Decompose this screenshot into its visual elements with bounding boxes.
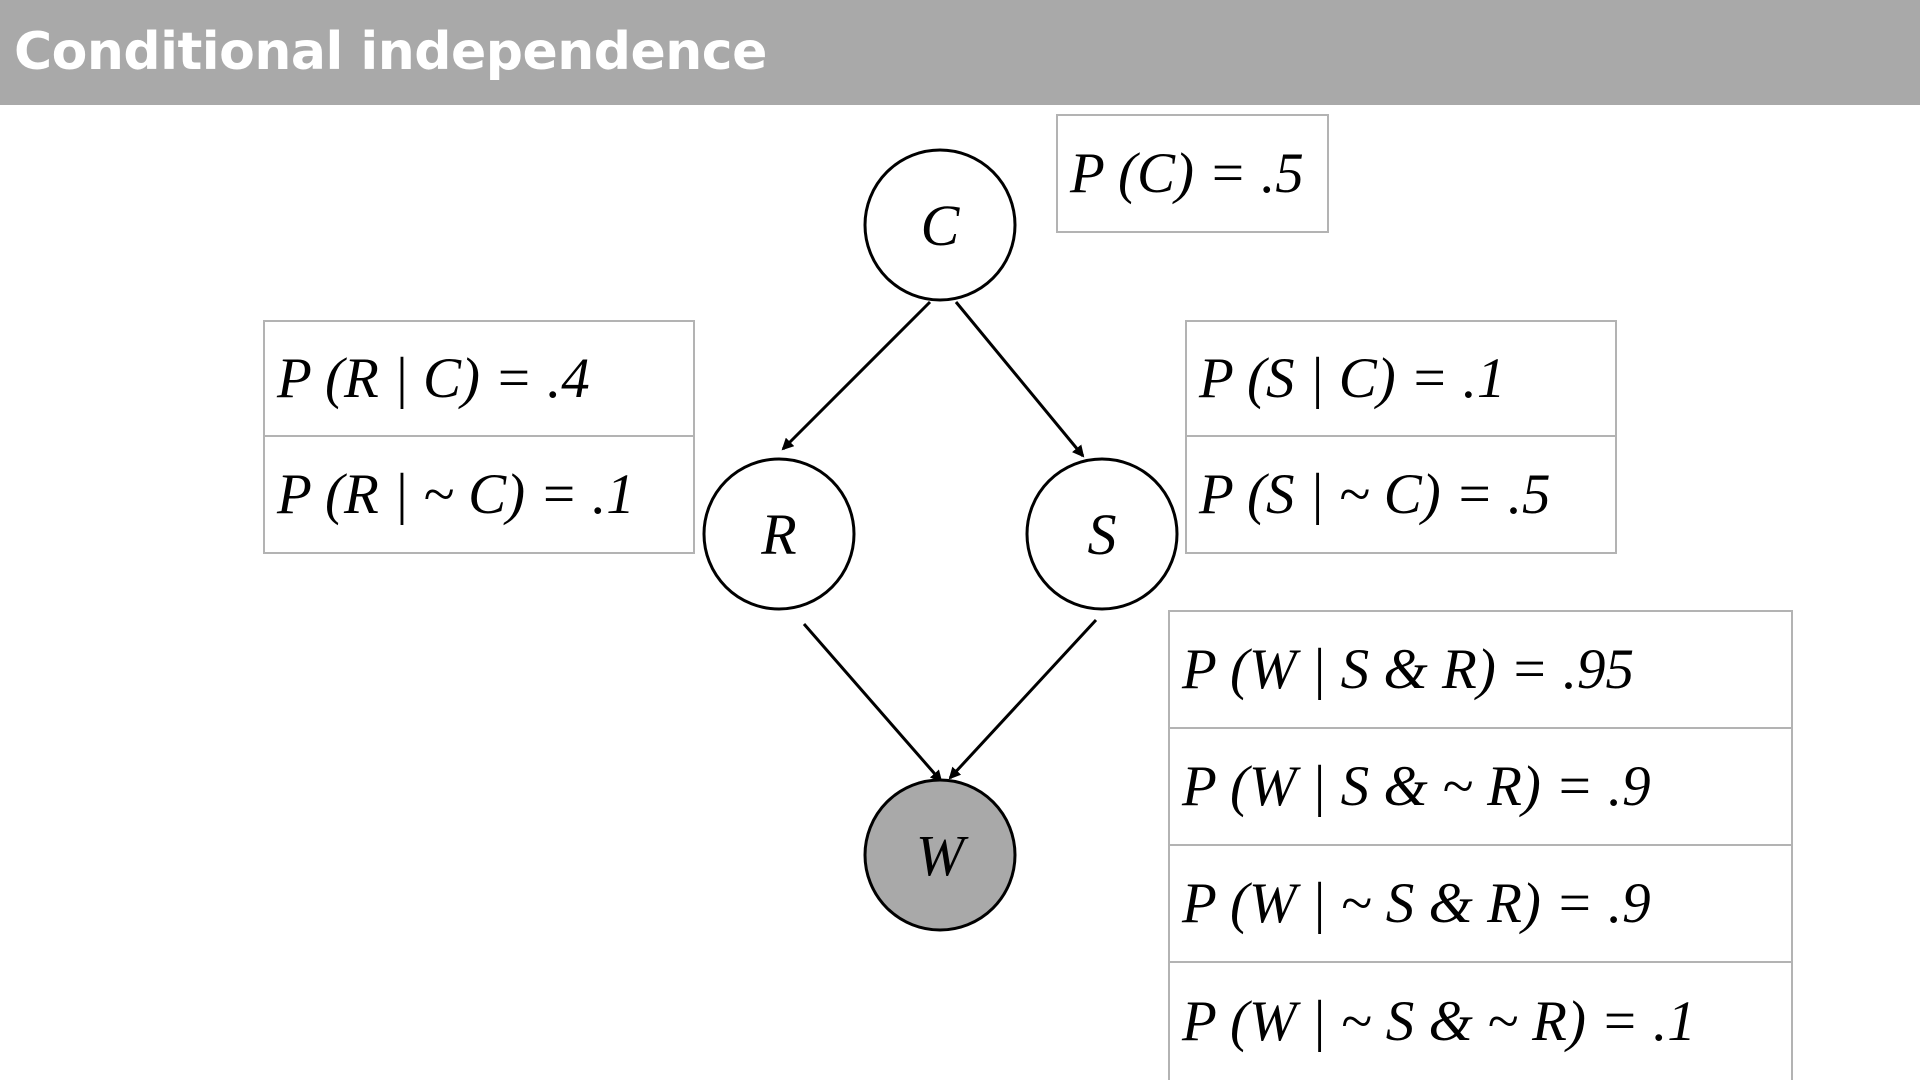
node-c-label: C <box>921 193 961 258</box>
node-r-circle <box>702 457 856 611</box>
edge-c-to-r <box>781 300 932 451</box>
node-w: W <box>863 778 1017 932</box>
edge-r-to-w <box>802 623 943 783</box>
cpt-r-row-given-not-c: P (R | ~ C) = .1 <box>277 463 635 526</box>
node-r-label: R <box>760 502 796 567</box>
cpt-c-row: P (C) = .5 <box>1070 142 1304 205</box>
node-s: S <box>1025 457 1179 611</box>
node-s-label: S <box>1088 502 1117 567</box>
node-w-label: W <box>916 823 969 888</box>
edge-s-to-w <box>948 618 1098 780</box>
cpt-s: P (S | C) = .1 P (S | ~ C) = .5 <box>1185 320 1617 554</box>
cpt-s-row-given-not-c: P (S | ~ C) = .5 <box>1199 463 1551 526</box>
cpt-w-row-s-r: P (W | S & R) = .95 <box>1170 612 1791 729</box>
cpt-r: P (R | C) = .4 P (R | ~ C) = .1 <box>263 320 695 554</box>
node-w-circle <box>863 778 1017 932</box>
node-r: R <box>702 457 856 611</box>
slide-title: Conditional independence <box>14 22 767 82</box>
cpt-s-row-given-c: P (S | C) = .1 <box>1187 322 1615 437</box>
cpt-w: P (W | S & R) = .95 P (W | S & ~ R) = .9… <box>1168 610 1793 1080</box>
node-c-circle <box>863 148 1017 302</box>
cpt-r-row-given-c: P (R | C) = .4 <box>265 322 693 437</box>
cpt-c: P (C) = .5 <box>1056 114 1329 233</box>
cpt-w-row-s-not-r: P (W | S & ~ R) = .9 <box>1170 729 1791 846</box>
node-c: C <box>863 148 1017 302</box>
node-s-circle <box>1025 457 1179 611</box>
cpt-w-row-not-s-not-r: P (W | ~ S & ~ R) = .1 <box>1182 990 1696 1053</box>
cpt-w-row-not-s-r: P (W | ~ S & R) = .9 <box>1170 846 1791 963</box>
edge-c-to-s <box>954 301 1085 458</box>
title-bar: Conditional independence <box>0 0 1920 105</box>
